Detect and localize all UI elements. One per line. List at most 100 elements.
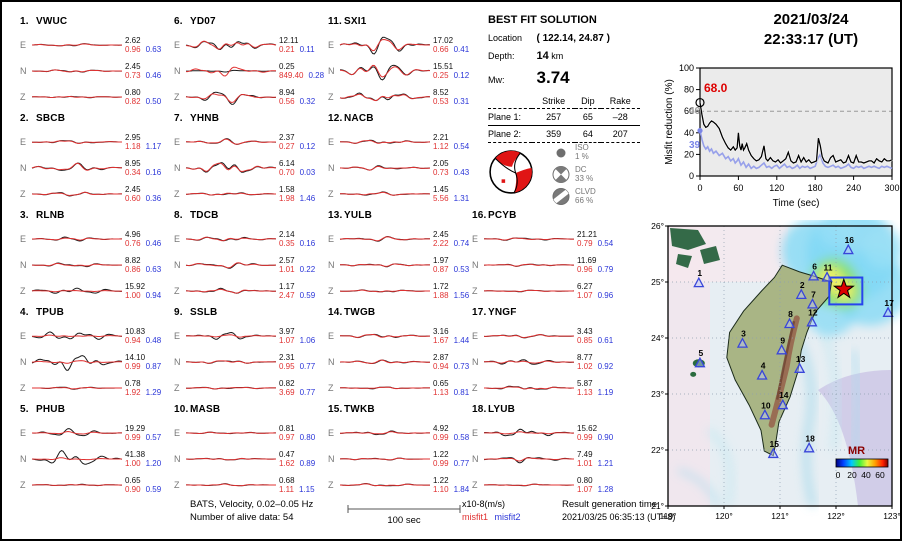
- component-label: N: [20, 66, 27, 76]
- component-row-e: E 17.02 0.66 0.41: [328, 33, 469, 57]
- component-row-e: E 2.21 1.12 0.54: [328, 130, 469, 154]
- mw-label: Mw:: [488, 75, 505, 85]
- component-row-e: E 3.97 1.07 1.06: [174, 324, 315, 348]
- station-heading: 14.TWGB: [328, 307, 376, 318]
- component-row-z: Z 0.80 0.82 0.50: [20, 85, 161, 109]
- component-label: E: [174, 428, 181, 438]
- clvd-beachball-icon: [552, 187, 570, 205]
- fit-values: 8.95 0.34 0.16: [125, 159, 162, 177]
- fit-values: 1.72 1.88 1.56: [433, 282, 470, 300]
- component-label: E: [20, 234, 27, 244]
- component-label: N: [174, 454, 181, 464]
- svg-text:46: 46: [689, 106, 701, 117]
- waveform-trace: [185, 162, 277, 173]
- waveform-trace: [186, 66, 277, 77]
- station-block-tdcb: 8. TDCB E 2.14 0.35 0.16 N 2.57 1.01 0.22 Z 1.17 2.4…: [174, 210, 326, 306]
- waveform-trace: [31, 355, 123, 371]
- time-scalebar: 100 sec: [347, 505, 461, 526]
- component-label: Z: [328, 92, 334, 102]
- waveform-trace: [186, 386, 276, 390]
- fit-values: 6.27 1.07 0.96: [577, 282, 614, 300]
- fit-values: 0.82 3.69 0.77: [279, 379, 316, 397]
- station-heading: 9. SSLB: [174, 307, 218, 318]
- map-station-8: 8: [783, 309, 796, 329]
- component-label: E: [20, 331, 27, 341]
- station-block-rlnb: 3. RLNB E 4.96 0.76 0.46 N 8.82 0.86 0.63 Z 15.92 1.…: [20, 210, 172, 306]
- fit-values: 0.80 1.07 1.28: [577, 476, 614, 494]
- svg-text:4: 4: [761, 361, 766, 371]
- waveform-trace: [484, 385, 574, 390]
- component-label: E: [328, 40, 335, 50]
- component-label: E: [328, 234, 335, 244]
- waveform-trace: [185, 287, 277, 294]
- component-label: E: [328, 137, 335, 147]
- station-block-twgb: 14.TWGB E 3.16 1.67 1.44 N 2.87 0.94 0.73 Z 0.65 1.…: [328, 307, 480, 403]
- component-row-e: E 2.62 0.96 0.63: [20, 33, 161, 57]
- map-station-10: 10: [759, 400, 771, 420]
- component-label: N: [472, 357, 479, 367]
- component-row-n: N 2.31 0.95 0.77: [174, 350, 315, 374]
- waveform-trace: [31, 191, 122, 197]
- component-row-e: E 2.95 1.18 1.17: [20, 130, 161, 154]
- component-label: Z: [20, 480, 26, 490]
- fit-values: 2.37 0.27 0.12: [279, 133, 316, 151]
- component-row-z: Z 1.72 1.88 1.56: [328, 279, 469, 303]
- svg-text:17: 17: [884, 298, 894, 308]
- station-block-tpub: 4. TPUB E 10.83 0.94 0.48 N 14.10 0.99 0.87 Z 0.78 1…: [20, 307, 172, 403]
- component-label: E: [174, 234, 181, 244]
- station-heading: 6. YD07: [174, 16, 216, 27]
- component-label: N: [328, 66, 335, 76]
- station-heading: 10.MASB: [174, 404, 221, 415]
- component-label: Z: [328, 480, 334, 490]
- waveform-trace: [339, 64, 431, 81]
- event-date: 2021/03/24: [773, 11, 849, 28]
- component-label: N: [174, 163, 181, 173]
- fit-values: 3.43 0.85 0.61: [577, 327, 614, 345]
- fit-values: 2.95 1.18 1.17: [125, 133, 162, 151]
- fit-values: 2.05 0.73 0.43: [433, 159, 470, 177]
- map-station-1: 1: [693, 268, 705, 288]
- waveform-trace: [339, 263, 430, 268]
- location-value: ( 122.14, 24.87 ): [536, 33, 610, 44]
- svg-text:9: 9: [780, 335, 785, 345]
- fit-values: 2.87 0.94 0.73: [433, 353, 470, 371]
- map-station-3: 3: [736, 329, 749, 348]
- component-row-z: Z 1.58 1.98 1.46: [174, 182, 315, 206]
- map-station-16: 16: [842, 235, 855, 255]
- waveform-trace: [32, 236, 123, 242]
- svg-text:60: 60: [875, 470, 885, 480]
- component-label: Z: [472, 286, 478, 296]
- svg-text:16: 16: [845, 235, 855, 245]
- fit-values: 2.31 0.95 0.77: [279, 353, 316, 371]
- fit-values: 1.22 0.99 0.77: [433, 450, 470, 468]
- component-label: N: [328, 454, 335, 464]
- station-heading: 16.PCYB: [472, 210, 517, 221]
- fit-values: 8.94 0.56 0.32: [279, 88, 316, 106]
- station-block-masb: 10.MASB E 0.81 0.97 0.80 N 0.47 1.62 0.89 Z 0.68 1.…: [174, 404, 326, 500]
- svg-text:21°: 21°: [651, 501, 664, 511]
- dc-beachball-icon: [552, 165, 570, 183]
- svg-text:5: 5: [699, 348, 704, 358]
- svg-text:3: 3: [741, 329, 746, 339]
- component-label: Z: [174, 92, 180, 102]
- waveform-trace: [339, 386, 430, 390]
- component-label: E: [174, 331, 181, 341]
- station-block-twkb: 15.TWKB E 4.92 0.99 0.58 N 1.22 0.99 0.77 Z 1.22 1.…: [328, 404, 480, 500]
- svg-text:8: 8: [788, 309, 793, 319]
- svg-text:1: 1: [697, 268, 702, 278]
- svg-text:25°: 25°: [651, 277, 664, 287]
- map-station-2: 2: [795, 280, 807, 300]
- waveform-trace: [31, 331, 123, 340]
- fit-values: 2.45 2.22 0.74: [433, 230, 470, 248]
- waveform-trace: [185, 331, 276, 340]
- component-row-z: Z 0.82 3.69 0.77: [174, 376, 315, 400]
- waveform-trace: [186, 360, 276, 364]
- depth-value: 14: [536, 50, 549, 62]
- waveform-trace: [339, 430, 430, 436]
- component-row-z: Z 2.45 0.60 0.36: [20, 182, 161, 206]
- map-station-15: 15: [767, 439, 779, 459]
- fit-values: 1.45 5.56 1.31: [433, 185, 470, 203]
- mw-row: Mw: 3.74: [488, 68, 648, 88]
- svg-text:122°: 122°: [827, 511, 845, 521]
- fit-values: 19.29 0.99 0.57: [125, 424, 162, 442]
